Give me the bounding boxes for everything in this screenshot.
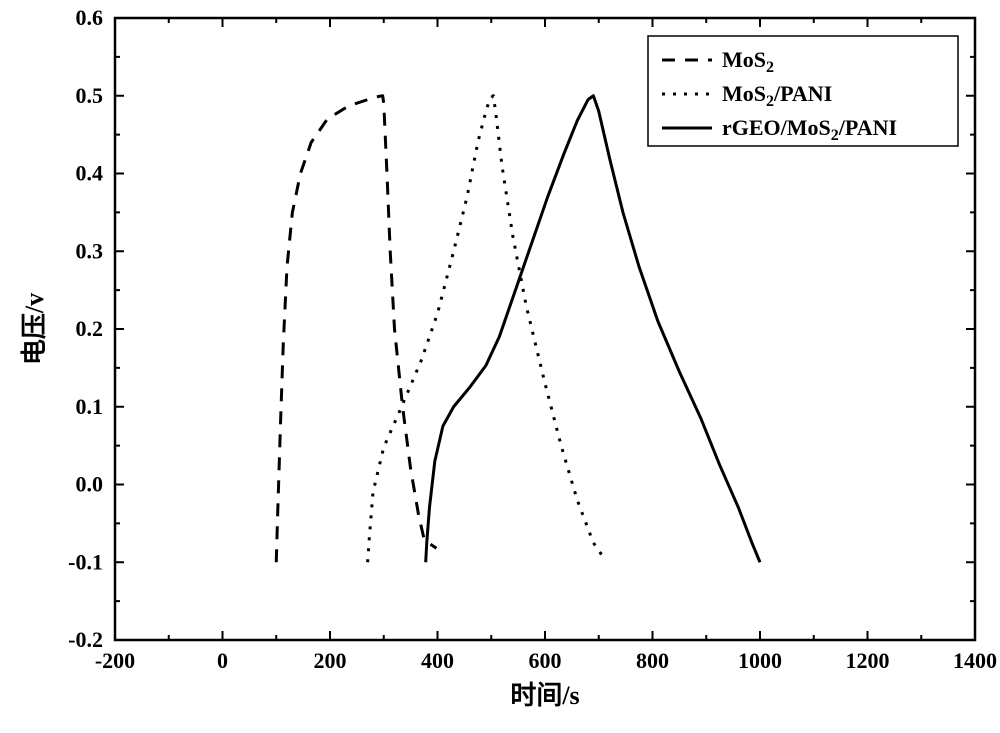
svg-text:200: 200 bbox=[314, 648, 347, 673]
svg-text:800: 800 bbox=[636, 648, 669, 673]
svg-text:0: 0 bbox=[217, 648, 228, 673]
chart-container: -2000200400600800100012001400-0.2-0.10.0… bbox=[0, 0, 1000, 733]
svg-text:0.4: 0.4 bbox=[76, 161, 104, 186]
legend-label: MoS2/PANI bbox=[722, 81, 832, 110]
svg-text:0.1: 0.1 bbox=[76, 394, 104, 419]
svg-text:1400: 1400 bbox=[953, 648, 997, 673]
svg-text:0.2: 0.2 bbox=[76, 316, 104, 341]
series-rGEO/MoS2/PANI bbox=[426, 96, 760, 563]
svg-text:0.5: 0.5 bbox=[76, 83, 104, 108]
legend-label: rGEO/MoS2/PANI bbox=[722, 115, 897, 144]
svg-text:0.6: 0.6 bbox=[76, 5, 104, 30]
svg-text:400: 400 bbox=[421, 648, 454, 673]
svg-text:1000: 1000 bbox=[738, 648, 782, 673]
svg-text:600: 600 bbox=[529, 648, 562, 673]
chart-svg: -2000200400600800100012001400-0.2-0.10.0… bbox=[0, 0, 1000, 733]
svg-text:0.3: 0.3 bbox=[76, 238, 104, 263]
svg-text:1200: 1200 bbox=[846, 648, 890, 673]
svg-text:-0.2: -0.2 bbox=[68, 627, 103, 652]
series-MoS2/PANI bbox=[368, 96, 602, 563]
y-axis-label: 电压/v bbox=[20, 293, 49, 365]
x-axis-label: 时间/s bbox=[510, 681, 579, 710]
svg-text:-0.1: -0.1 bbox=[68, 549, 103, 574]
svg-text:0.0: 0.0 bbox=[76, 472, 104, 497]
series-MoS2 bbox=[276, 96, 436, 563]
